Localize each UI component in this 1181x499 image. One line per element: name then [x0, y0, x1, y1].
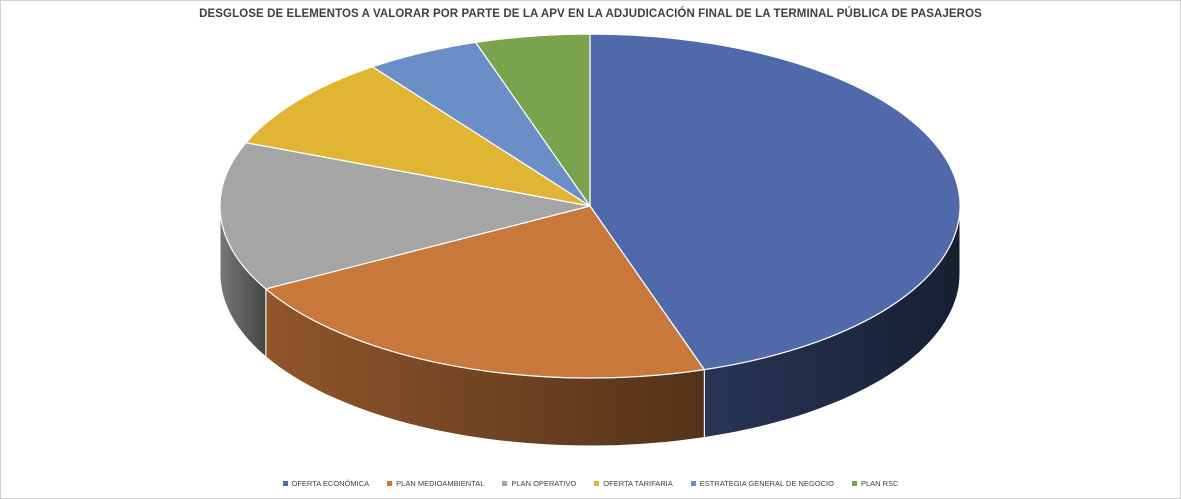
- legend-swatch: [690, 481, 696, 486]
- chart-legend: OFERTA ECONÓMICA PLAN MEDIOAMBIENTAL PLAN …: [0, 479, 1181, 488]
- legend-label: OFERTA TARIFARIA: [603, 479, 673, 488]
- pie-slice-6: [474, 33, 591, 208]
- legend-item: OFERTA TARIFARIA: [594, 479, 673, 488]
- legend-swatch: [594, 481, 600, 486]
- legend-label: PLAN RSC: [860, 479, 899, 488]
- legend-label: ESTRATEGIA GENERAL DE NEGOCIO: [699, 479, 834, 488]
- chart-title: DESGLOSE DE ELEMENTOS A VALORAR POR PART…: [199, 8, 982, 20]
- legend-item: PLAN MEDIOAMBIENTAL: [387, 479, 484, 488]
- legend-item: PLAN RSC: [851, 479, 899, 488]
- legend-item: ESTRATEGIA GENERAL DE NEGOCIO: [690, 479, 834, 488]
- pie-slice-4: [244, 66, 591, 207]
- legend-swatch: [387, 481, 393, 486]
- pie-slice-3: [219, 142, 591, 290]
- legend-item: OFERTA ECONÓMICA: [282, 479, 370, 488]
- pie-slice-1: [589, 33, 961, 371]
- legend-item: PLAN OPERATIVO: [502, 479, 576, 488]
- legend-swatch: [502, 481, 508, 486]
- legend-label: PLAN MEDIOAMBIENTAL: [396, 479, 485, 488]
- pie-slice-2: [264, 205, 706, 379]
- legend-label: PLAN OPERATIVO: [511, 479, 577, 488]
- legend-swatch: [282, 481, 288, 486]
- legend-swatch: [851, 481, 857, 486]
- legend-label: OFERTA ECONÓMICA: [291, 479, 370, 488]
